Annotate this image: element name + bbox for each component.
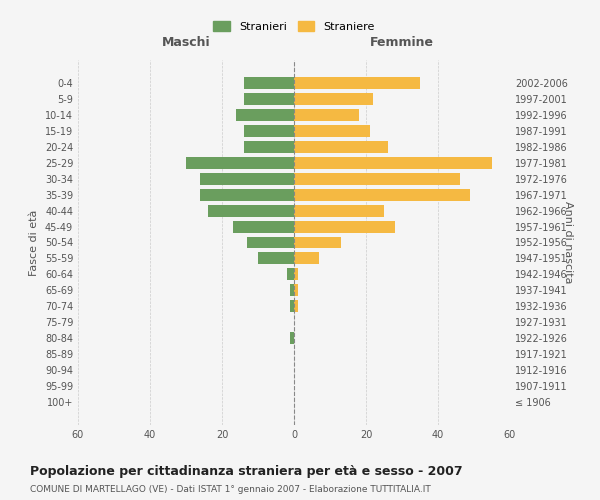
Y-axis label: Fasce di età: Fasce di età: [29, 210, 39, 276]
Bar: [287, 268, 294, 280]
Bar: [244, 124, 294, 136]
Bar: [186, 156, 294, 168]
Bar: [200, 172, 294, 184]
Text: Maschi: Maschi: [161, 36, 211, 49]
Bar: [244, 76, 294, 88]
Bar: [236, 108, 294, 120]
Bar: [294, 220, 395, 232]
Bar: [208, 204, 294, 216]
Bar: [294, 284, 298, 296]
Bar: [244, 92, 294, 104]
Y-axis label: Anni di nascita: Anni di nascita: [563, 201, 573, 284]
Bar: [294, 76, 420, 88]
Bar: [294, 156, 492, 168]
Bar: [294, 140, 388, 152]
Bar: [294, 188, 470, 200]
Legend: Stranieri, Straniere: Stranieri, Straniere: [210, 18, 378, 36]
Bar: [294, 236, 341, 248]
Bar: [294, 108, 359, 120]
Bar: [294, 204, 384, 216]
Bar: [247, 236, 294, 248]
Bar: [294, 300, 298, 312]
Bar: [294, 268, 298, 280]
Text: COMUNE DI MARTELLAGO (VE) - Dati ISTAT 1° gennaio 2007 - Elaborazione TUTTITALIA: COMUNE DI MARTELLAGO (VE) - Dati ISTAT 1…: [30, 485, 431, 494]
Bar: [233, 220, 294, 232]
Bar: [294, 92, 373, 104]
Bar: [290, 332, 294, 344]
Bar: [294, 252, 319, 264]
Bar: [294, 172, 460, 184]
Bar: [290, 284, 294, 296]
Bar: [200, 188, 294, 200]
Bar: [294, 124, 370, 136]
Bar: [244, 140, 294, 152]
Text: Femmine: Femmine: [370, 36, 434, 49]
Text: Popolazione per cittadinanza straniera per età e sesso - 2007: Popolazione per cittadinanza straniera p…: [30, 465, 463, 478]
Bar: [290, 300, 294, 312]
Bar: [258, 252, 294, 264]
